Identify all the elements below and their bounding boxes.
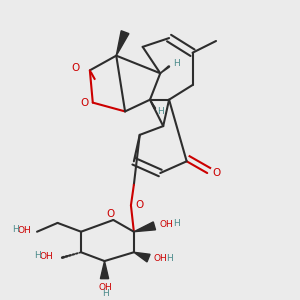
Text: O: O (212, 168, 221, 178)
Polygon shape (116, 31, 129, 56)
Text: O: O (136, 200, 144, 210)
Text: O: O (106, 208, 115, 218)
Text: O: O (80, 98, 89, 108)
Text: H: H (13, 225, 19, 234)
Text: H: H (173, 59, 179, 68)
Polygon shape (100, 261, 109, 279)
Text: OH: OH (154, 254, 168, 262)
Text: OH: OH (40, 252, 53, 261)
Text: H: H (157, 107, 164, 116)
Text: H: H (173, 219, 180, 228)
Text: OH: OH (159, 220, 173, 229)
Text: H: H (34, 251, 41, 260)
Text: H: H (102, 290, 109, 298)
Polygon shape (134, 222, 155, 232)
Polygon shape (134, 252, 150, 262)
Text: OH: OH (98, 283, 112, 292)
Text: H: H (166, 254, 173, 262)
Text: OH: OH (18, 226, 32, 235)
Text: O: O (72, 63, 80, 73)
